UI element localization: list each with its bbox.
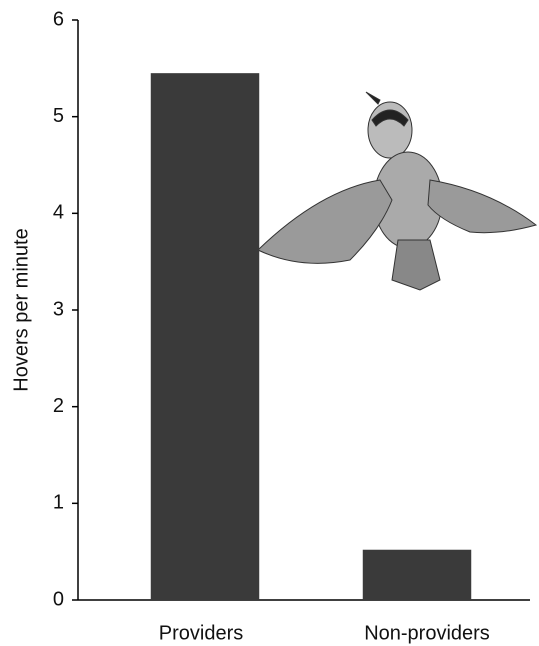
x-tick-label: Non-providers bbox=[364, 622, 490, 644]
y-tick-label: 3 bbox=[53, 298, 64, 320]
y-tick-label: 2 bbox=[53, 395, 64, 417]
bar bbox=[363, 550, 471, 600]
y-tick-label: 1 bbox=[53, 492, 64, 514]
y-tick-label: 5 bbox=[53, 105, 64, 127]
y-tick-label: 0 bbox=[53, 588, 64, 610]
bar bbox=[151, 73, 259, 600]
y-tick-label: 4 bbox=[53, 202, 64, 224]
y-tick-label: 6 bbox=[53, 8, 64, 30]
y-axis-label: Hovers per minute bbox=[10, 228, 32, 391]
chart: Hovers per minute 0 1 2 3 4 5 6 Providers Non-pr… bbox=[0, 0, 539, 646]
bird-illustration bbox=[258, 92, 536, 290]
x-tick-label: Providers bbox=[159, 622, 243, 644]
